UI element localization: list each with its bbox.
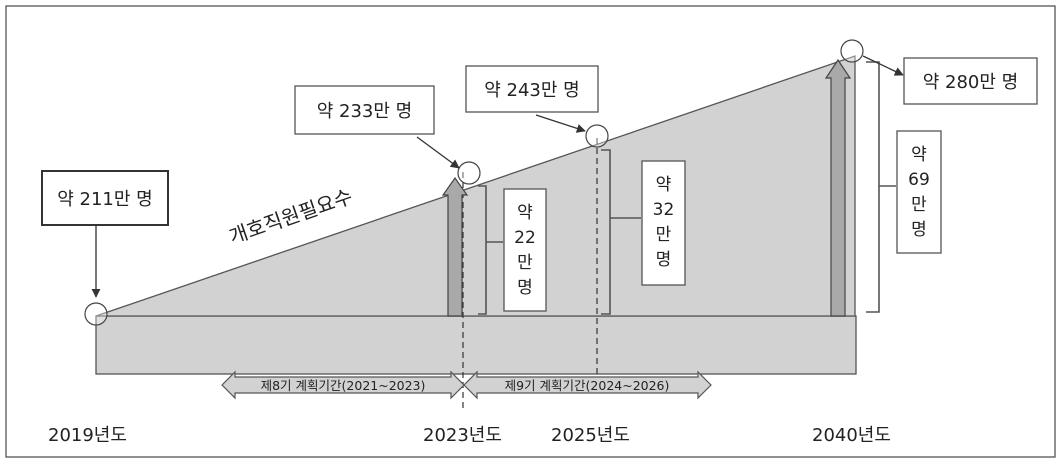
bracket-2040 bbox=[866, 62, 879, 312]
increment-2040-line-4: 명 bbox=[911, 220, 927, 240]
increment-box-2040: 약 69 만 명 bbox=[897, 131, 941, 253]
increment-2025-line-2: 32 bbox=[653, 200, 675, 220]
callout-2040-text: 약 280만 명 bbox=[923, 72, 1018, 93]
leader-arrow-2025 bbox=[536, 115, 585, 131]
increment-2025-line-4: 명 bbox=[656, 250, 672, 270]
increment-2023-line-2: 22 bbox=[514, 228, 536, 248]
increment-2023-line-3: 만 bbox=[517, 253, 533, 273]
increment-2023-line-4: 명 bbox=[517, 278, 533, 298]
callout-2023-text: 약 233만 명 bbox=[317, 101, 412, 122]
year-label-2025: 2025년도 bbox=[551, 425, 630, 446]
increment-box-2023: 약 22 만 명 bbox=[504, 189, 546, 311]
increment-box-2025: 약 32 만 명 bbox=[642, 161, 685, 285]
leader-arrow-2040 bbox=[863, 56, 903, 75]
period-9-label: 제9기 계획기간(2024~2026) bbox=[505, 378, 670, 393]
marker-circle-2025 bbox=[586, 125, 608, 147]
leader-arrow-2023 bbox=[417, 137, 459, 168]
callout-2019-text: 약 211만 명 bbox=[57, 189, 152, 210]
increment-2040-line-2: 69 bbox=[908, 170, 930, 190]
increment-2025-line-1: 약 bbox=[656, 175, 672, 195]
period-arrow-9: 제9기 계획기간(2024~2026) bbox=[464, 372, 711, 398]
increment-2025-line-3: 만 bbox=[656, 225, 672, 245]
callout-2019: 약 211만 명 bbox=[42, 171, 168, 225]
callout-2025: 약 243만 명 bbox=[466, 66, 598, 112]
increment-2040-line-1: 약 bbox=[911, 145, 927, 165]
callout-2023: 약 233만 명 bbox=[295, 86, 434, 134]
year-label-2040: 2040년도 bbox=[812, 425, 891, 446]
marker-circle-2023 bbox=[458, 162, 480, 184]
period-arrow-8: 제8기 계획기간(2021~2023) bbox=[222, 372, 464, 398]
marker-circle-2040 bbox=[841, 40, 863, 62]
base-band bbox=[96, 316, 856, 374]
year-label-2023: 2023년도 bbox=[423, 425, 502, 446]
increment-2023-line-1: 약 bbox=[517, 203, 533, 223]
increment-2040-line-3: 만 bbox=[911, 195, 927, 215]
callout-2025-text: 약 243만 명 bbox=[484, 80, 579, 101]
period-8-label: 제8기 계획기간(2021~2023) bbox=[261, 378, 426, 393]
callout-2040: 약 280만 명 bbox=[904, 58, 1037, 104]
marker-circle-2019 bbox=[85, 303, 107, 325]
year-label-2019: 2019년도 bbox=[48, 425, 127, 446]
